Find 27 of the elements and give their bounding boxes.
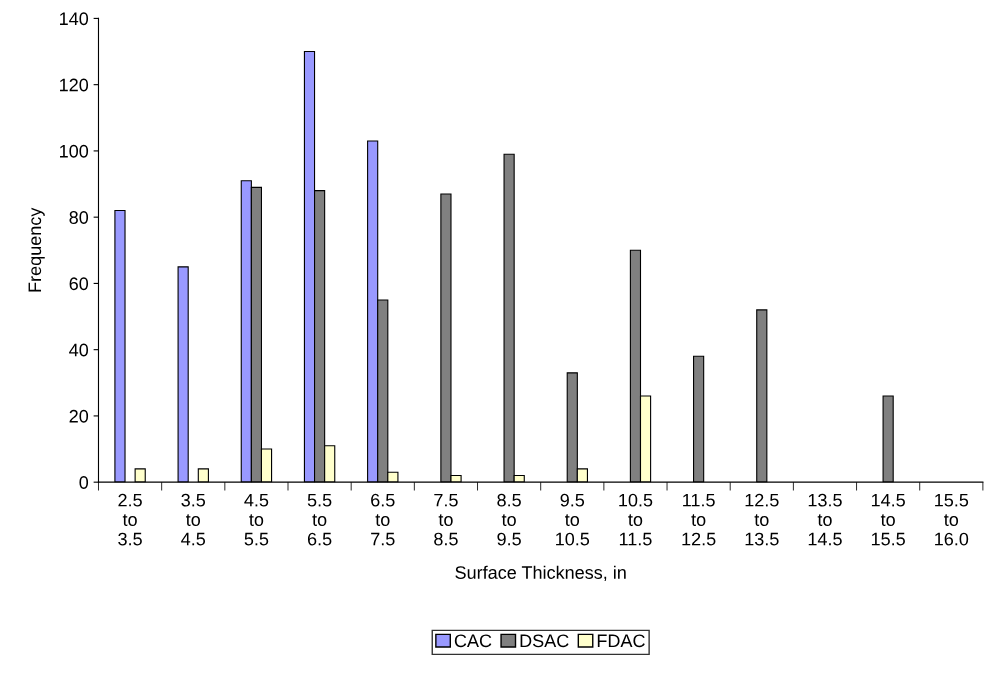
y-tick-label: 60: [69, 277, 89, 291]
x-tick-label: 3.5 to 4.5: [181, 493, 206, 546]
x-axis-title: Surface Thickness, in: [455, 565, 626, 582]
legend-label: FDAC: [597, 634, 645, 648]
x-tick-label: 13.5 to 14.5: [808, 493, 842, 546]
x-tick-label: 15.5 to 16.0: [935, 493, 969, 546]
legend-label: DSAC: [520, 634, 569, 648]
x-tick-label: 14.5 to 15.5: [871, 493, 905, 546]
x-tick-label: 7.5 to 8.5: [434, 493, 458, 546]
y-tick-label: 120: [60, 78, 89, 92]
x-tick-label: 11.5 to 12.5: [682, 493, 716, 546]
y-tick-label: 20: [69, 409, 89, 423]
x-tick-label: 6.5 to 7.5: [371, 493, 395, 546]
legend-label: CAC: [454, 634, 492, 648]
x-tick-label: 12.5 to 13.5: [745, 493, 779, 546]
y-tick-label: 140: [60, 12, 89, 26]
y-axis-title: Frequency: [28, 207, 45, 292]
y-tick-label: 0: [79, 476, 89, 489]
x-tick-label: 5.5 to 6.5: [307, 493, 332, 546]
x-tick-label: 9.5 to 10.5: [556, 493, 590, 546]
x-tick-label: 2.5 to 3.5: [118, 493, 142, 546]
x-tick-label: 10.5 to 11.5: [619, 493, 653, 546]
y-tick-label: 100: [60, 144, 89, 158]
x-tick-label: 4.5 to 5.5: [244, 493, 269, 546]
y-tick-label: 40: [69, 343, 89, 357]
x-tick-label: 8.5 to 9.5: [497, 493, 521, 546]
y-tick-label: 80: [69, 211, 89, 224]
